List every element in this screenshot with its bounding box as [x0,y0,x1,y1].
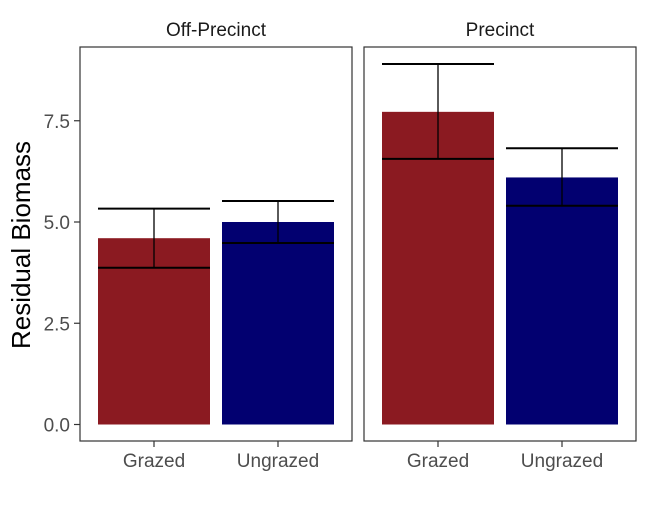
error-bar [506,147,618,207]
error-bar [222,199,334,245]
panel-title: Precinct [466,20,535,41]
bar-ungrazed [222,222,334,425]
y-axis: 0.0 2.5 5.0 7.5 [44,112,80,437]
bar-grazed [382,111,494,425]
error-bar [382,63,494,160]
panel-precinct: Precinct Grazed Ungrazed [363,20,637,472]
error-bar [98,207,210,269]
y-tick-label: 2.5 [44,314,70,335]
x-tick-label: Ungrazed [237,451,319,472]
x-tick-label: Grazed [407,451,469,472]
panels: Off-Precinct Grazed Ungrazed Precinct Grazed… [79,20,637,472]
y-tick-label: 0.0 [44,416,70,437]
y-tick-label: 7.5 [44,112,70,133]
y-axis-label: Residual Biomass [6,141,36,349]
bar-ungrazed [506,177,618,425]
y-tick-label: 5.0 [44,213,70,234]
panel-title: Off-Precinct [166,20,267,41]
bar-grazed [98,238,210,425]
panel-border [79,46,353,442]
panel-off-precinct: Off-Precinct Grazed Ungrazed [79,20,353,472]
x-tick-label: Ungrazed [521,451,603,472]
panel-border [363,46,637,442]
x-tick-label: Grazed [123,451,185,472]
